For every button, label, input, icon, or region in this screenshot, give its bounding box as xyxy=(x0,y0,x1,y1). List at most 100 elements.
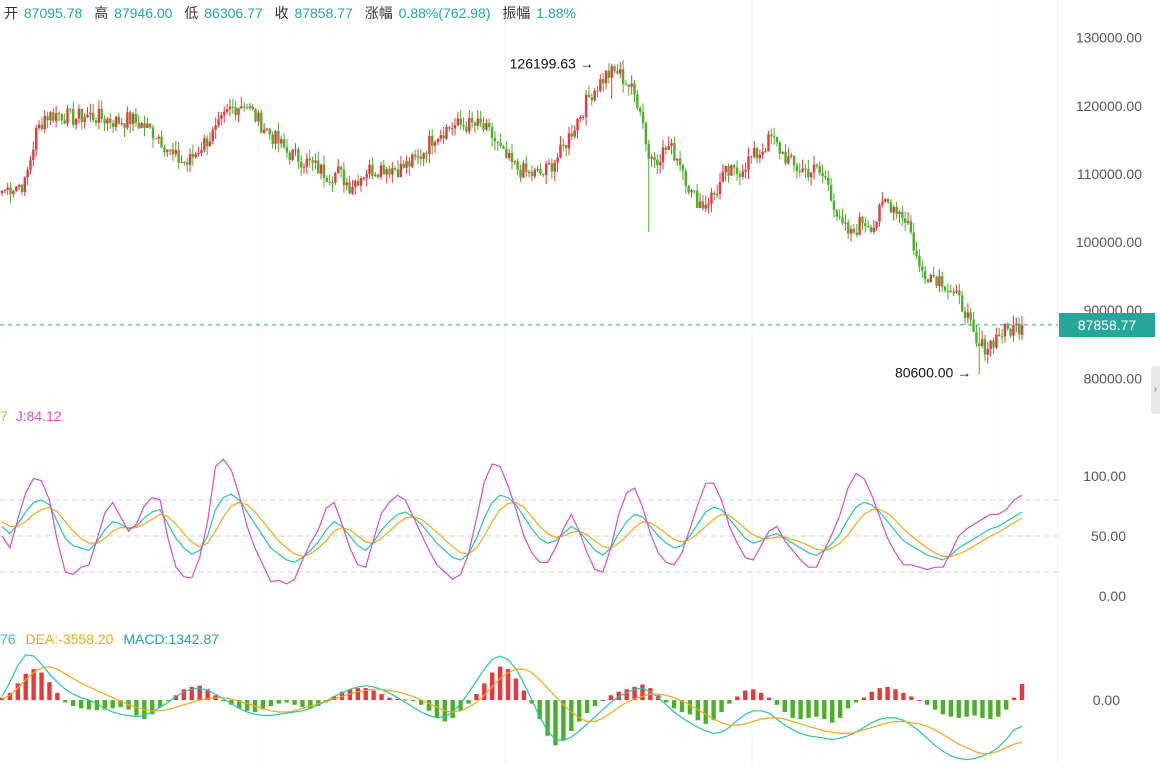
candle-body xyxy=(690,190,693,193)
macd-histogram-bar xyxy=(553,700,558,746)
candle-body xyxy=(425,153,428,155)
macd-histogram-bar xyxy=(980,700,985,718)
macd-histogram-bar xyxy=(410,700,416,702)
candle-body xyxy=(681,165,685,171)
macd-histogram-bar xyxy=(387,697,392,701)
candle-body xyxy=(157,136,160,139)
candle-body xyxy=(468,118,471,132)
candle-body xyxy=(892,206,895,213)
kdj-j-value: J:84.12 xyxy=(15,408,62,424)
candle-body xyxy=(713,192,716,195)
candle-body xyxy=(422,153,425,159)
candle-body xyxy=(185,162,189,165)
candle-body xyxy=(972,319,975,332)
macd-histogram-bar xyxy=(569,700,574,732)
candle-body xyxy=(177,150,180,163)
price-tick-label: 80000.00 xyxy=(1084,370,1143,386)
macd-histogram-bar xyxy=(426,700,432,711)
candle-body xyxy=(354,180,357,187)
candle-body xyxy=(507,152,511,159)
candle-body xyxy=(285,147,289,153)
candle-body xyxy=(770,134,773,137)
candle-body xyxy=(750,156,753,158)
candle-body xyxy=(832,200,836,211)
macd-histogram-bar xyxy=(63,700,68,703)
candle-body xyxy=(382,165,385,175)
candle-body xyxy=(576,118,579,131)
macd-histogram-bar xyxy=(735,696,740,701)
candle-body xyxy=(277,130,280,144)
candle-body xyxy=(664,147,668,150)
kdj-legend: 7 J:84.12 xyxy=(0,408,62,424)
candle-body xyxy=(356,180,360,186)
candle-body xyxy=(906,221,910,223)
candle-body xyxy=(54,113,58,121)
candle-body xyxy=(787,156,790,164)
candle-body xyxy=(103,119,106,124)
candle-body xyxy=(257,112,260,122)
candle-body xyxy=(613,66,616,71)
macd-histogram-bar xyxy=(932,700,938,710)
high-label: 高 xyxy=(94,5,109,21)
macd-histogram-bar xyxy=(719,700,724,712)
macd-histogram-bar xyxy=(869,691,874,701)
candle-body xyxy=(704,204,707,209)
candle-body xyxy=(302,166,306,168)
macd-histogram-bar xyxy=(640,684,645,701)
candle-body xyxy=(120,123,123,125)
candle-body xyxy=(815,164,819,167)
kdj-tick-label: 100.00 xyxy=(1083,468,1126,484)
expand-panel-chevron-icon[interactable]: › xyxy=(1151,366,1160,414)
candle-body xyxy=(337,166,340,173)
candle-body xyxy=(359,178,363,186)
macd-histogram-bar xyxy=(173,695,179,701)
price-tick-label: 100000.00 xyxy=(1076,234,1142,250)
macd-histogram-bar xyxy=(687,700,693,715)
candle-body xyxy=(835,210,839,217)
candle-body xyxy=(695,190,699,208)
macd-histogram-bar xyxy=(909,696,914,701)
candle-body xyxy=(114,116,118,127)
candle-body xyxy=(875,221,878,228)
macd-histogram-bar xyxy=(181,689,187,701)
candle-body xyxy=(601,79,605,84)
candle-body xyxy=(804,168,807,170)
candle-body xyxy=(488,123,491,128)
candle-body xyxy=(322,164,326,178)
low-annotation: 80600.00 → xyxy=(895,364,971,380)
candle-body xyxy=(188,154,192,165)
candle-body xyxy=(758,154,762,159)
macd-histogram-bar xyxy=(331,696,337,701)
macd-histogram-bar xyxy=(197,685,202,701)
macd-histogram-bar xyxy=(806,700,811,718)
kdj-tick-label: 50.00 xyxy=(1091,528,1126,544)
candle-body xyxy=(448,127,451,129)
candle-body xyxy=(527,171,531,173)
candle-body xyxy=(205,138,209,147)
candle-body xyxy=(886,199,890,203)
candle-body xyxy=(693,190,696,192)
candle-body xyxy=(334,172,337,183)
candle-body xyxy=(362,177,366,179)
ohlc-header: 开 87095.78 高 87946.00 低 86306.77 收 87858… xyxy=(4,3,584,23)
candle-body xyxy=(975,331,978,344)
candle-body xyxy=(482,123,485,130)
candle-body xyxy=(881,201,884,205)
candle-body xyxy=(519,169,522,178)
candle-body xyxy=(151,127,155,139)
macd-histogram-bar xyxy=(102,700,107,710)
macd-histogram-bar xyxy=(853,700,859,703)
macd-histogram-bar xyxy=(70,700,76,706)
candle-body xyxy=(1006,323,1009,329)
candle-body xyxy=(379,165,383,178)
candle-body xyxy=(485,123,488,130)
candle-body xyxy=(234,106,237,115)
candle-body xyxy=(154,138,158,140)
candle-body xyxy=(131,113,135,125)
candle-body xyxy=(69,108,72,110)
macd-histogram-bar xyxy=(237,700,242,709)
candle-body xyxy=(91,112,95,121)
candle-body xyxy=(898,211,901,215)
